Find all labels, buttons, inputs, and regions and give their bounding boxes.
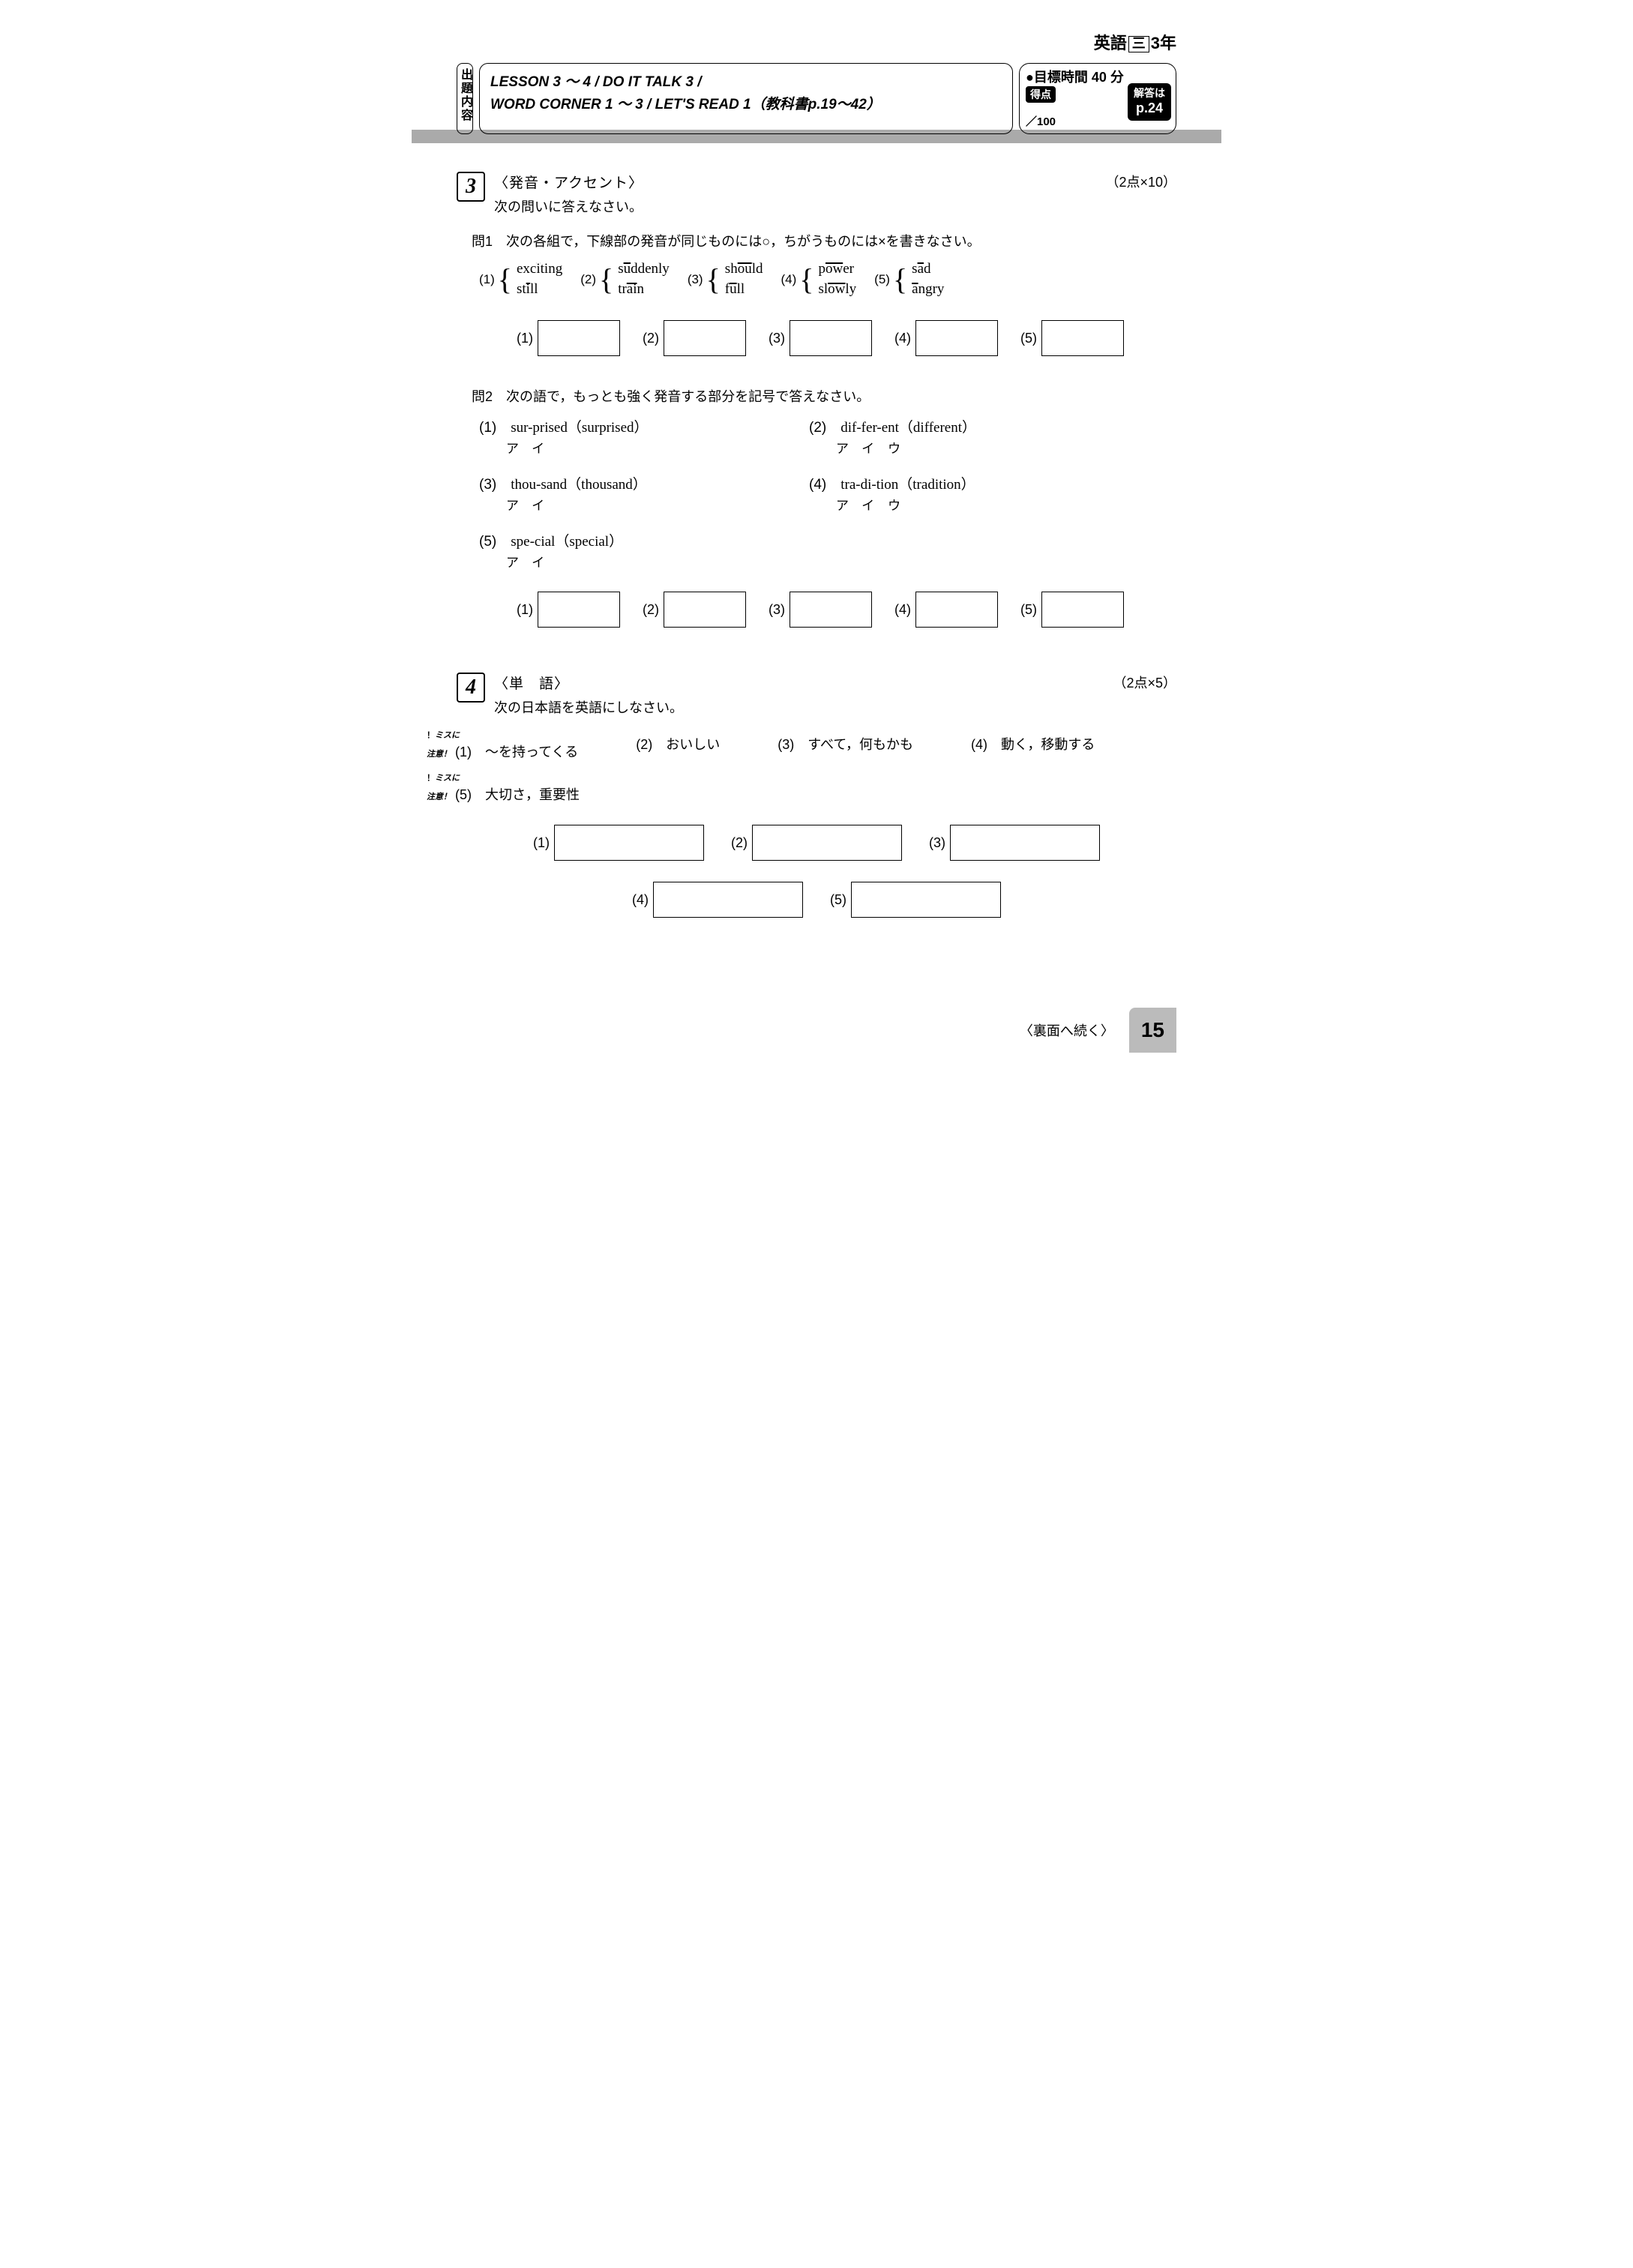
answer-box[interactable]: [664, 592, 746, 628]
header-grade: 英語三3年: [457, 30, 1176, 54]
answer-box[interactable]: [950, 825, 1100, 861]
q3-1: 問1 次の各組で，下線部の発音が同じものには○，ちがうものには×を書きなさい。 …: [472, 231, 1176, 356]
answer-box[interactable]: [1041, 320, 1124, 356]
section-4: 4 〈単 語〉 次の日本語を英語にしなさい。 （2点×5） ミスに注意！ (1)…: [457, 673, 1176, 918]
title-main: LESSON 3 ～ 4 / DO IT TALK 3 / WORD CORNE…: [479, 63, 1013, 134]
q3-2: 問2 次の語で，もっとも強く発音する部分を記号で答えなさい。 (1) sur-p…: [472, 386, 1176, 628]
answer-box[interactable]: [752, 825, 902, 861]
answer-box[interactable]: [554, 825, 704, 861]
accent-item: (3) thou-sand（thousand） アイ: [479, 473, 764, 514]
answer-box[interactable]: [538, 320, 620, 356]
answer-box[interactable]: [851, 882, 1001, 918]
accent-item: (2) dif-fer-ent（different） アイウ: [809, 416, 1094, 457]
answer-box[interactable]: [1041, 592, 1124, 628]
title-left-label: 出題内容: [457, 63, 473, 134]
answer-page-box: 解答は p.24: [1128, 83, 1171, 121]
accent-item: (1) sur-prised（surprised） アイ: [479, 416, 764, 457]
vocab-item: (3) すべて，何もかも: [750, 734, 913, 754]
accent-item: (5) spe-cial（special） アイ: [479, 530, 764, 571]
answer-box[interactable]: [664, 320, 746, 356]
word-pair: (3){ should full: [688, 259, 763, 299]
answer-box[interactable]: [653, 882, 803, 918]
answer-box[interactable]: [790, 320, 872, 356]
word-pair: (5){ sad angry: [874, 259, 944, 299]
vocab-item: (2) おいしい: [608, 734, 720, 754]
page-number: 15: [1129, 1008, 1176, 1053]
footer: 〈裏面へ続く〉 15: [457, 1008, 1176, 1053]
answer-box[interactable]: [790, 592, 872, 628]
accent-item: (4) tra-di-tion（tradition） アイウ: [809, 473, 1094, 514]
answer-box[interactable]: [915, 320, 998, 356]
section-3: 3 〈発音・アクセント〉 次の問いに答えなさい。 （2点×10） 問1 次の各組…: [457, 172, 1176, 628]
word-pair: (1){ exciting still: [479, 259, 562, 299]
title-bar: 出題内容 LESSON 3 ～ 4 / DO IT TALK 3 / WORD …: [457, 63, 1176, 134]
section-number-4: 4: [457, 673, 485, 703]
section-number-3: 3: [457, 172, 485, 202]
vocab-item: ミスに注意！ (5) 大切さ，重要性: [427, 768, 580, 804]
vocab-item: ミスに注意！ (1) ～を持ってくる: [427, 726, 578, 761]
score-box: ●目標時間 40 分 得点 ／100 解答は p.24: [1019, 63, 1176, 134]
word-pair: (2){ suddenly train: [580, 259, 670, 299]
answer-box[interactable]: [915, 592, 998, 628]
word-pair: (4){ power slowly: [781, 259, 856, 299]
vocab-item: (4) 動く，移動する: [943, 734, 1095, 754]
answer-box[interactable]: [538, 592, 620, 628]
